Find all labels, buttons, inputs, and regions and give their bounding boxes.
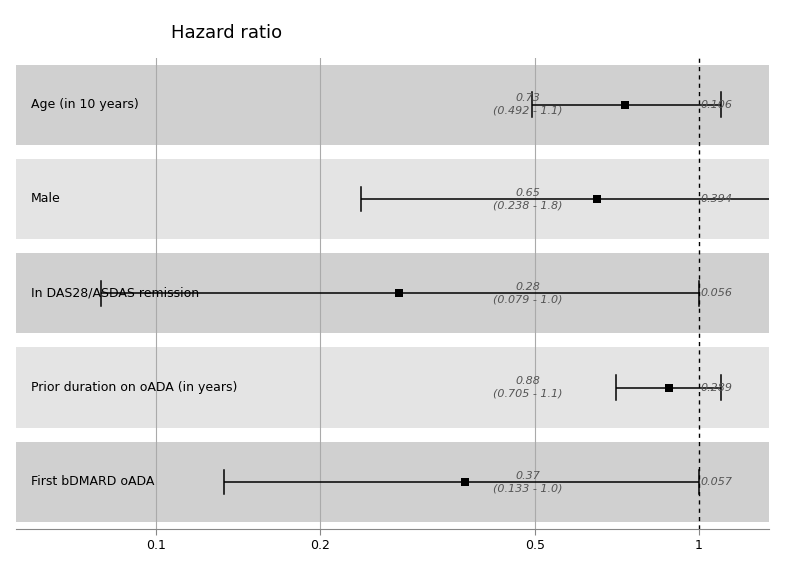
Text: 0.37
(0.133 - 1.0): 0.37 (0.133 - 1.0) (494, 471, 563, 493)
Text: First bDMARD oADA: First bDMARD oADA (31, 476, 154, 488)
Bar (16, 442, 769, 522)
Text: 0.289: 0.289 (700, 382, 732, 393)
Text: 0.28
(0.079 - 1.0): 0.28 (0.079 - 1.0) (494, 282, 563, 304)
Text: 0.65
(0.238 - 1.8): 0.65 (0.238 - 1.8) (494, 188, 563, 210)
Text: 0.056: 0.056 (700, 288, 732, 298)
Text: In DAS28/ASDAS remission: In DAS28/ASDAS remission (31, 287, 199, 300)
Bar (16, 253, 769, 334)
Text: 0.73
(0.492 - 1.1): 0.73 (0.492 - 1.1) (494, 94, 563, 116)
Title: Hazard ratio: Hazard ratio (171, 24, 283, 42)
Text: Male: Male (31, 193, 60, 205)
Text: 0.106: 0.106 (700, 99, 732, 110)
Text: 0.88
(0.705 - 1.1): 0.88 (0.705 - 1.1) (494, 377, 563, 398)
Bar (16, 347, 769, 428)
Text: 0.394: 0.394 (700, 194, 732, 204)
Bar (16, 64, 769, 145)
Text: 0.057: 0.057 (700, 477, 732, 487)
Text: Prior duration on oADA (in years): Prior duration on oADA (in years) (31, 381, 237, 394)
Bar (16, 159, 769, 239)
Text: Age (in 10 years): Age (in 10 years) (31, 98, 138, 111)
